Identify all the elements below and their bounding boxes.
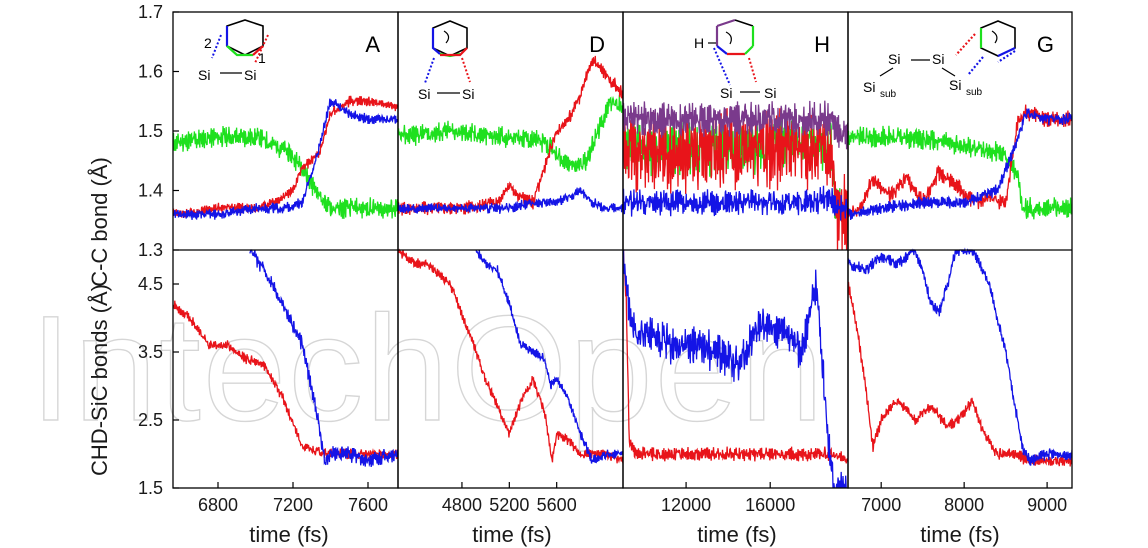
top-y-tick-label-0: 1.7 <box>138 2 163 22</box>
series-d-top-green <box>398 95 623 172</box>
inset-d-label-si-2: Si <box>462 86 474 102</box>
x-tick-label-a-0: 6800 <box>198 495 238 515</box>
x-axis-title-a: time (fs) <box>249 522 328 547</box>
x-tick-label-d-0: 4800 <box>442 495 482 515</box>
top-y-tick-label-3: 1.4 <box>138 181 163 201</box>
inset-h-label-h: H <box>694 35 704 51</box>
series-h-top-blue <box>623 186 848 221</box>
inset-a-label-si-1: Si <box>198 67 210 83</box>
x-tick-label-g-2: 9000 <box>1027 495 1067 515</box>
inset-g-label-sub-2: sub <box>966 87 983 98</box>
x-axis-title-g: time (fs) <box>920 522 999 547</box>
inset-a-label-2: 2 <box>204 35 212 51</box>
x-tick-label-a-2: 7600 <box>348 495 388 515</box>
inset-molecule-a: 2 1 Si Si <box>198 20 268 83</box>
inset-molecule-d: Si Si <box>418 21 474 102</box>
inset-a-label-1: 1 <box>258 50 266 66</box>
x-tick-label-h-1: 16000 <box>745 495 795 515</box>
inset-g-label-si-1: Si <box>888 51 900 67</box>
x-tick-label-g-1: 8000 <box>944 495 984 515</box>
panel-letter-g: G <box>1037 32 1054 57</box>
inset-molecule-g: Si Si Si sub Si sub <box>863 21 1015 100</box>
inset-g-label-si-2: Si <box>932 51 944 67</box>
panel-letter-a: A <box>365 32 380 57</box>
series-g-top-blue <box>848 109 1072 220</box>
x-tick-label-d-1: 5200 <box>489 495 529 515</box>
series-a-top-blue <box>173 99 398 220</box>
series-d-top-blue <box>398 188 623 214</box>
panel-letter-d: D <box>589 32 605 57</box>
top-y-tick-label-4: 1.3 <box>138 240 163 260</box>
x-axis-title-d: time (fs) <box>472 522 551 547</box>
inset-g-label-si-4: Si <box>949 77 961 93</box>
x-tick-label-a-1: 7200 <box>273 495 313 515</box>
series-g-bottom-red <box>848 282 1072 467</box>
bottom-y-tick-label-0: 4.5 <box>138 274 163 294</box>
series-g-bottom-blue <box>848 250 1072 466</box>
bottom-y-tick-label-1: 3.5 <box>138 342 163 362</box>
inset-molecule-h: H Si Si <box>694 20 776 101</box>
x-tick-label-d-2: 5600 <box>537 495 577 515</box>
bottom-y-tick-label-3: 1.5 <box>138 478 163 498</box>
x-tick-label-g-0: 7000 <box>861 495 901 515</box>
top-y-tick-label-1: 1.6 <box>138 62 163 82</box>
inset-d-label-si-1: Si <box>418 86 430 102</box>
x-tick-label-h-0: 12000 <box>661 495 711 515</box>
inset-a-label-si-2: Si <box>244 67 256 83</box>
inset-g-label-sub-1: sub <box>880 89 897 100</box>
top-y-axis-title: C-C bond (Å) <box>87 157 112 287</box>
bottom-y-tick-label-2: 2.5 <box>138 410 163 430</box>
inset-h-label-si-1: Si <box>720 85 732 101</box>
x-axis-title-h: time (fs) <box>697 522 776 547</box>
x-axis-titles: time (fs) time (fs) time (fs) time (fs) <box>249 522 999 547</box>
inset-g-label-si-3: Si <box>863 79 875 95</box>
top-y-tick-label-2: 1.5 <box>138 121 163 141</box>
inset-h-label-si-2: Si <box>764 85 776 101</box>
panel-letter-h: H <box>814 32 830 57</box>
bottom-y-axis-title: CHD-SiC bonds (Å) <box>87 284 112 476</box>
